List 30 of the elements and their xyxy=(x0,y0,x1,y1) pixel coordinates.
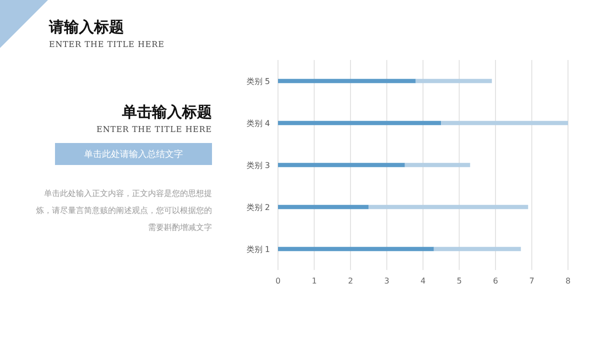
x-tick-label: 1 xyxy=(312,276,317,286)
text: 单击此处输入正文内容，正文内容是您的思想提炼，请尽量言简意赅的阐述观点，您可以根据您的需要斟酌增减文字 xyxy=(35,188,212,234)
bar xyxy=(278,120,442,126)
x-tick-label: 4 xyxy=(420,276,426,286)
bar xyxy=(368,204,528,210)
x-tick-label: 6 xyxy=(492,276,498,286)
y-tick-label: 类别 5 xyxy=(246,76,270,86)
bar xyxy=(278,78,416,84)
x-tick-label: 2 xyxy=(348,276,354,286)
x-tick-label: 3 xyxy=(384,276,390,286)
text: ENTER THE TITLE HERE xyxy=(49,40,164,49)
bar xyxy=(278,162,405,168)
bar xyxy=(278,204,369,210)
text: 请输入标题 xyxy=(49,18,124,37)
bar xyxy=(404,162,470,168)
text: 单击输入标题 xyxy=(122,103,212,122)
text: ENTER THE TITLE HERE xyxy=(96,125,212,134)
bar xyxy=(416,78,492,84)
bar xyxy=(434,246,521,252)
x-tick-label: 5 xyxy=(456,276,462,286)
y-tick-label: 类别 4 xyxy=(246,118,270,128)
x-tick-label: 7 xyxy=(529,276,534,286)
y-tick-label: 类别 1 xyxy=(246,244,270,254)
x-tick-label: 0 xyxy=(275,276,281,286)
y-tick-label: 类别 2 xyxy=(246,202,270,212)
y-tick-label: 类别 3 xyxy=(246,160,270,170)
bar xyxy=(278,246,434,252)
x-tick-label: 8 xyxy=(565,276,571,286)
bar xyxy=(441,120,568,126)
text: 单击此处请输入总结文字 xyxy=(55,143,212,165)
